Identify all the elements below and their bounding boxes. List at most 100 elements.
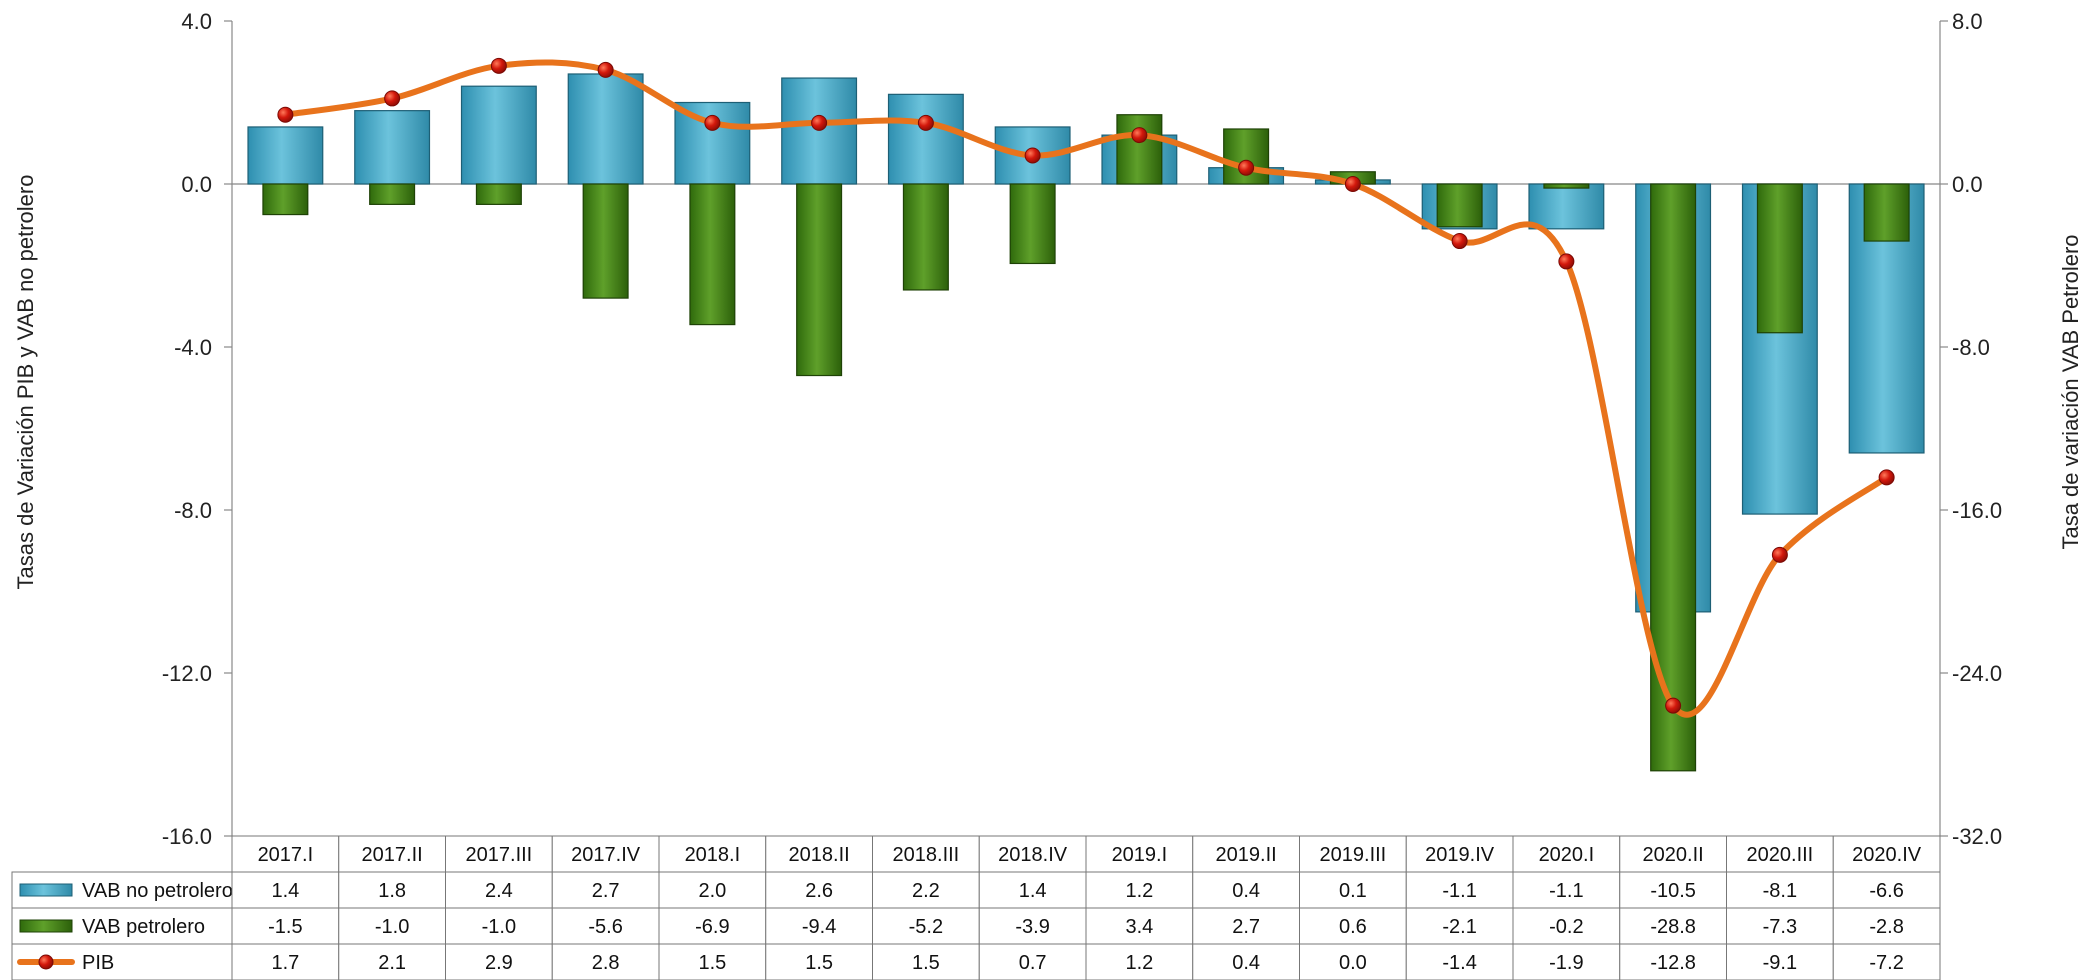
data-label: 0.4 — [1232, 952, 1260, 974]
category-label: 2017.I — [258, 844, 314, 866]
table-header-cell — [1832, 835, 1941, 873]
y-tick-label-left: -4.0 — [174, 335, 212, 360]
bar-vab-petrolero — [1223, 128, 1270, 185]
pib-point — [1878, 469, 1895, 486]
table-cell — [978, 871, 1087, 909]
table-cell — [445, 943, 553, 980]
data-label: -9.1 — [1763, 952, 1797, 974]
table-cell — [1832, 943, 1941, 980]
data-label: -9.4 — [802, 916, 836, 938]
pib-point — [597, 61, 614, 78]
pib-point — [1131, 127, 1148, 144]
data-label: 1.5 — [698, 952, 726, 974]
pib-point — [1238, 159, 1255, 176]
data-label: -1.5 — [268, 916, 302, 938]
category-label: 2017.IV — [571, 844, 641, 866]
table-cell — [1726, 943, 1834, 980]
data-label: 2.6 — [805, 880, 833, 902]
data-label: -3.9 — [1015, 916, 1049, 938]
table-cell — [658, 871, 767, 909]
data-label: 2.4 — [485, 880, 513, 902]
bar-vab-petrolero — [1756, 183, 1803, 334]
bar-vab-petrolero — [369, 183, 416, 205]
category-label: 2020.III — [1747, 844, 1814, 866]
y-tick-label-left: -12.0 — [162, 661, 212, 686]
table-cell — [1512, 943, 1621, 980]
table-cell — [1299, 871, 1407, 909]
pib-point — [384, 90, 401, 107]
bar-vab-petrolero — [1009, 183, 1056, 265]
data-label: 3.4 — [1125, 916, 1153, 938]
bar-vab-petrolero — [689, 183, 736, 326]
data-label: -2.1 — [1442, 916, 1476, 938]
table-cell — [231, 907, 340, 945]
pib-point — [917, 114, 934, 131]
table-cell — [445, 907, 553, 945]
data-label: -7.3 — [1763, 916, 1797, 938]
pib-line — [282, 59, 1890, 718]
pib-point — [811, 114, 828, 131]
category-label: 2019.IV — [1425, 844, 1495, 866]
table-cell — [551, 943, 660, 980]
data-label: 2.7 — [592, 880, 620, 902]
table-cell — [1085, 871, 1194, 909]
category-label: 2018.II — [789, 844, 850, 866]
y-tick-label-right: -32.0 — [1952, 824, 2002, 849]
y-tick-label-right: -16.0 — [1952, 498, 2002, 523]
table-cell — [1832, 871, 1941, 909]
data-label: 1.5 — [912, 952, 940, 974]
bar-vab-no-petrolero — [247, 126, 324, 185]
data-label: 1.7 — [271, 952, 299, 974]
table-cell — [1405, 943, 1514, 980]
table-cell — [765, 943, 873, 980]
data-label: -12.8 — [1650, 952, 1696, 974]
data-label: -6.6 — [1869, 880, 1903, 902]
bar-vab-no-petrolero — [460, 85, 537, 185]
data-label: -1.1 — [1549, 880, 1583, 902]
table-cell — [231, 871, 340, 909]
data-label: 0.1 — [1339, 880, 1367, 902]
data-label: -1.9 — [1549, 952, 1583, 974]
bar-vab-petrolero — [475, 183, 522, 205]
data-label: 0.6 — [1339, 916, 1367, 938]
data-label: 2.1 — [378, 952, 406, 974]
category-label: 2018.IV — [998, 844, 1068, 866]
data-label: 0.7 — [1019, 952, 1047, 974]
table-cell — [551, 907, 660, 945]
table-cell — [445, 871, 553, 909]
data-label: 1.5 — [805, 952, 833, 974]
data-label: 0.0 — [1339, 952, 1367, 974]
data-label: -1.0 — [375, 916, 409, 938]
data-label: 1.8 — [378, 880, 406, 902]
bar-vab-no-petrolero — [354, 110, 431, 185]
y-tick-label-left: 0.0 — [181, 172, 212, 197]
pib-point — [490, 57, 507, 74]
data-label: 2.2 — [912, 880, 940, 902]
category-label: 2017.III — [466, 844, 533, 866]
table-header-cell — [1726, 835, 1834, 873]
bar-vab-petrolero — [1863, 183, 1910, 242]
table-cell — [338, 943, 446, 980]
data-label: -0.2 — [1549, 916, 1583, 938]
pib-point — [1451, 233, 1468, 250]
legend-key-vab-no-petrolero — [19, 883, 73, 897]
table-header-cell — [978, 835, 1087, 873]
table-cell — [1405, 907, 1514, 945]
data-label: 2.0 — [698, 880, 726, 902]
bar-vab-no-petrolero — [887, 93, 964, 185]
data-label: -1.1 — [1442, 880, 1476, 902]
bar-vab-no-petrolero — [567, 73, 644, 185]
category-label: 2018.I — [685, 844, 741, 866]
table-cell — [1405, 871, 1514, 909]
y-axis-left-label: Tasas de Variación PIB y VAB no petroler… — [13, 174, 38, 590]
table-cell — [1299, 943, 1407, 980]
data-label: 2.8 — [592, 952, 620, 974]
category-label: 2020.II — [1643, 844, 1704, 866]
table-header-cell — [445, 835, 553, 873]
category-label: 2019.III — [1320, 844, 1387, 866]
table-cell — [978, 907, 1087, 945]
data-label: -10.5 — [1650, 880, 1696, 902]
bar-vab-petrolero — [1436, 183, 1483, 228]
category-label: 2020.IV — [1852, 844, 1922, 866]
table-header-cell — [231, 835, 340, 873]
